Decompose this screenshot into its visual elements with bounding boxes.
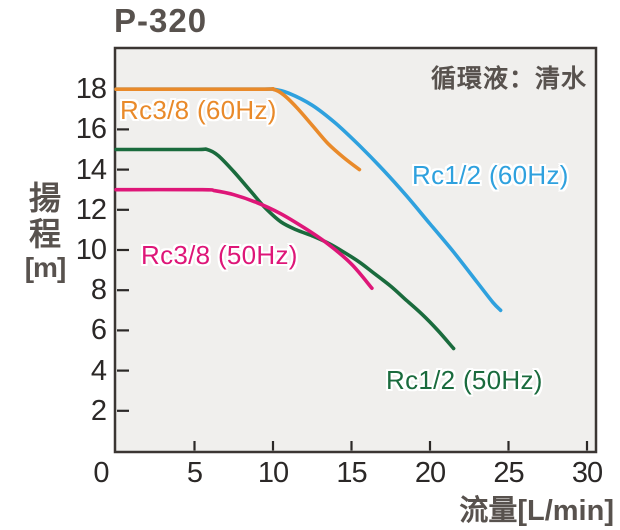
- x-axis-title: 流量[L/min]: [459, 495, 614, 527]
- y-tick-label-14: 14: [75, 153, 107, 186]
- x-tick-label-0: 0: [93, 457, 109, 489]
- y-tick-label-4: 4: [90, 354, 107, 387]
- x-tick-label-10: 10: [257, 457, 289, 489]
- series-label-rc1-2-50hz: Rc1/2 (50Hz): [386, 365, 543, 395]
- y-tick-label-16: 16: [75, 113, 107, 146]
- x-tick-label-15: 15: [336, 457, 367, 489]
- x-tick-label-30: 30: [571, 457, 603, 489]
- x-tick-label-20: 20: [414, 457, 446, 489]
- y-tick-label-18: 18: [75, 73, 107, 106]
- series-label-rc3-8-50hz: Rc3/8 (50Hz): [141, 240, 298, 270]
- y-tick-label-2: 2: [90, 394, 107, 427]
- series-label-rc1-2-60hz: Rc1/2 (60Hz): [412, 160, 569, 190]
- y-axis-title-unit: [m]: [24, 252, 67, 283]
- plot-area: [113, 46, 598, 454]
- curve-rc1-2-50hz: [114, 147, 456, 351]
- y-tick-label-8: 8: [90, 274, 107, 307]
- annotation-circulating-liquid: 循環液：清水: [430, 65, 587, 93]
- x-tick-label-5: 5: [186, 457, 203, 489]
- series-label-rc3-8-60hz: Rc3/8 (60Hz): [120, 95, 277, 125]
- y-axis-title-line: 程: [28, 216, 61, 252]
- curve-rc3-8-50hz: [114, 187, 374, 290]
- y-axis-title-line: 揚: [28, 180, 61, 216]
- curve-rc3-8-60hz: [114, 86, 362, 172]
- x-tick-label-25: 25: [493, 457, 524, 489]
- y-tick-label-10: 10: [75, 234, 107, 266]
- y-tick-label-6: 6: [90, 314, 107, 347]
- y-tick-label-12: 12: [75, 193, 107, 226]
- page-title: P-320: [114, 2, 208, 39]
- y-axis-title: 揚 程 [m]: [14, 180, 76, 284]
